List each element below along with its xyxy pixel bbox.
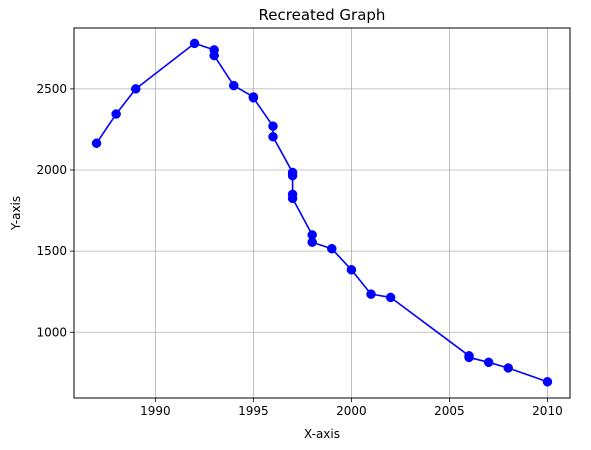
data-point [131, 84, 141, 94]
data-series [91, 38, 553, 387]
data-point [464, 352, 474, 363]
data-point [366, 289, 376, 299]
y-tick-label: 1500 [36, 244, 67, 258]
x-tick-label: 2010 [532, 404, 563, 418]
y-axis-label: Y-axis [9, 196, 23, 231]
data-point [542, 377, 553, 387]
data-point [268, 131, 278, 142]
data-point [385, 292, 396, 303]
data-point [248, 93, 259, 103]
data-point [287, 193, 298, 204]
grid-lines [74, 28, 570, 398]
data-point [189, 38, 200, 49]
data-point [268, 121, 278, 131]
data-point [307, 237, 317, 247]
chart-title: Recreated Graph [259, 6, 386, 24]
plot-frame [73, 27, 571, 399]
y-tick-label: 2000 [36, 163, 67, 177]
data-point [346, 265, 357, 275]
axis-ticks: 1990 1995 2000 2005 2010 1000 1500 2000 2500 [36, 82, 562, 418]
data-point [483, 357, 494, 368]
data-point [503, 363, 513, 373]
data-point [91, 138, 102, 148]
x-axis-label: X-axis [304, 427, 340, 441]
y-tick-label: 1000 [36, 325, 67, 339]
data-point [229, 80, 239, 91]
data-point [287, 170, 298, 181]
data-point [111, 109, 121, 119]
x-tick-label: 1995 [238, 404, 269, 418]
y-tick-label: 2500 [36, 82, 67, 96]
data-point [209, 50, 219, 61]
x-tick-label: 1990 [140, 404, 171, 418]
data-point [327, 243, 337, 254]
x-tick-label: 2000 [336, 404, 367, 418]
x-tick-label: 2005 [434, 404, 465, 418]
plot-background [74, 28, 570, 398]
